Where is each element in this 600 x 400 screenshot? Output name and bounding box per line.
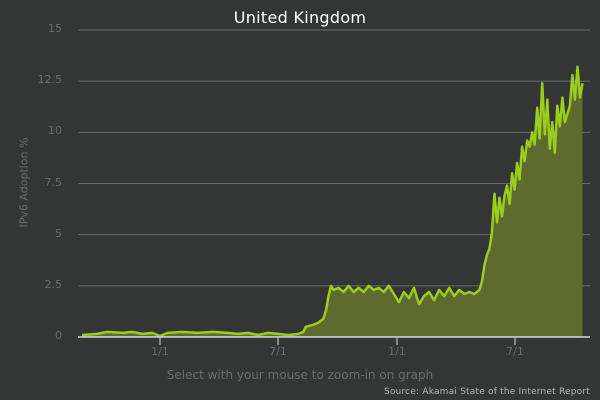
y-tick-label: 7.5 — [44, 175, 63, 189]
y-tick-label: 12.5 — [37, 73, 63, 87]
series-area — [82, 66, 583, 338]
y-tick-label: 2.5 — [44, 277, 63, 291]
x-tick-label: 1/1 — [388, 345, 406, 358]
source-credit: Source: Akamai State of the Internet Rep… — [383, 387, 590, 397]
x-tick-label: 1/1 — [151, 345, 169, 358]
series-line — [81, 65, 584, 338]
x-tick-label: 7/1 — [269, 345, 287, 358]
chart-title: United Kingdom — [233, 8, 367, 27]
x-tick-label: 7/1 — [506, 345, 524, 358]
zoom-hint: Select with your mouse to zoom-in on gra… — [166, 368, 434, 382]
y-tick-label: 5 — [55, 226, 62, 240]
y-tick-label: 15 — [48, 22, 62, 35]
y-tick-label: 0 — [55, 329, 62, 342]
y-tick-label: 10 — [48, 124, 62, 138]
